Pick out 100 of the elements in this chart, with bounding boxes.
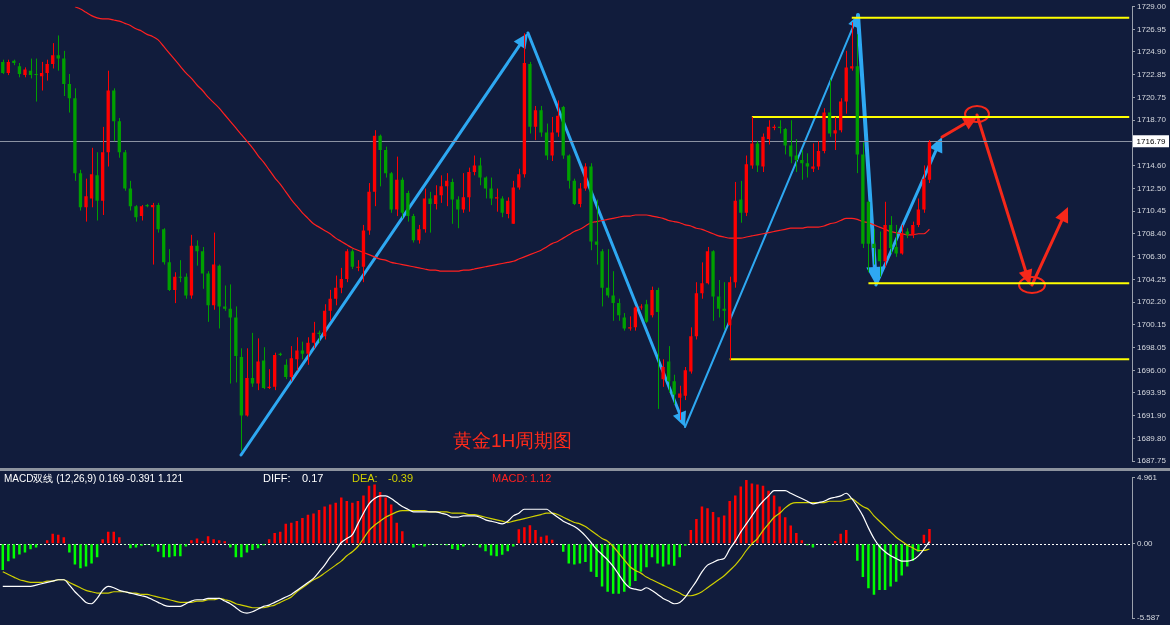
candlestick bbox=[433, 184, 438, 210]
candlestick bbox=[578, 182, 582, 208]
candlestick bbox=[877, 231, 882, 278]
bar bbox=[606, 544, 609, 592]
bar bbox=[478, 544, 482, 548]
bar bbox=[251, 544, 254, 550]
y-tick-label: 1704.25 bbox=[1137, 274, 1167, 284]
candlestick bbox=[383, 146, 388, 179]
bar bbox=[523, 527, 526, 544]
candlestick bbox=[916, 197, 921, 228]
bar bbox=[412, 544, 415, 548]
bar bbox=[573, 544, 576, 565]
candlestick bbox=[350, 248, 355, 270]
candlestick bbox=[888, 215, 893, 255]
candlestick bbox=[617, 298, 621, 322]
bar bbox=[51, 533, 54, 544]
candlestick bbox=[428, 191, 432, 234]
bar bbox=[756, 484, 759, 544]
bar bbox=[867, 544, 870, 589]
candlestick bbox=[700, 261, 704, 300]
bar bbox=[889, 544, 892, 587]
bar bbox=[534, 529, 537, 544]
candlestick bbox=[339, 267, 343, 294]
candlestick bbox=[378, 134, 382, 187]
bar bbox=[506, 544, 509, 552]
candlestick bbox=[289, 345, 293, 382]
y-tick-label: 1726.95 bbox=[1137, 24, 1167, 34]
line-series bbox=[74, 6, 931, 272]
candlestick bbox=[267, 368, 271, 390]
y-tick-label: 1693.95 bbox=[1137, 388, 1167, 398]
candlestick bbox=[755, 140, 760, 173]
y-tick-label: 1724.90 bbox=[1137, 47, 1167, 57]
candlestick bbox=[644, 299, 649, 324]
candlestick bbox=[250, 332, 255, 388]
candlestick bbox=[655, 287, 660, 410]
bar bbox=[34, 544, 38, 548]
bar bbox=[856, 544, 859, 561]
bar bbox=[134, 544, 138, 548]
candlestick bbox=[766, 119, 771, 145]
annotation: -0.39 bbox=[388, 472, 414, 484]
bar bbox=[340, 497, 343, 544]
ref-line-label: 1716.79 bbox=[1136, 136, 1167, 146]
bar bbox=[728, 500, 731, 544]
bar bbox=[767, 490, 770, 544]
candlestick bbox=[295, 336, 299, 371]
candlestick bbox=[439, 174, 443, 204]
bar bbox=[745, 479, 748, 544]
candlestick bbox=[872, 228, 876, 266]
y-tick-label: 1720.75 bbox=[1137, 92, 1167, 102]
y-tick-label: 1691.90 bbox=[1137, 410, 1167, 420]
text: DEA: bbox=[352, 472, 378, 484]
bar bbox=[223, 541, 226, 544]
candlestick bbox=[544, 123, 549, 161]
candlestick bbox=[184, 272, 188, 300]
bar bbox=[423, 544, 426, 547]
y-tick-label: 1702.20 bbox=[1137, 297, 1167, 307]
bar bbox=[18, 544, 21, 555]
candlestick bbox=[284, 358, 288, 380]
bar bbox=[545, 535, 548, 544]
candlestick bbox=[594, 199, 599, 266]
candlestick bbox=[200, 246, 205, 290]
bar bbox=[7, 544, 10, 562]
bar bbox=[118, 537, 121, 544]
bar bbox=[900, 544, 903, 576]
candlestick bbox=[805, 152, 810, 179]
y-tick-label: 1712.50 bbox=[1137, 183, 1167, 193]
candlestick bbox=[256, 337, 260, 391]
bar bbox=[778, 506, 781, 544]
bar bbox=[512, 544, 515, 547]
bar bbox=[789, 525, 792, 544]
bar bbox=[495, 544, 498, 557]
candlestick bbox=[722, 281, 726, 331]
bar bbox=[212, 539, 215, 544]
bar bbox=[623, 544, 626, 592]
candlestick bbox=[56, 34, 60, 72]
bar bbox=[667, 544, 670, 565]
bar bbox=[101, 539, 104, 544]
bar bbox=[79, 544, 82, 569]
bar bbox=[839, 533, 842, 544]
bar bbox=[190, 540, 193, 544]
candlestick bbox=[317, 330, 321, 344]
bar bbox=[878, 544, 881, 591]
bar bbox=[301, 518, 304, 544]
bar bbox=[90, 544, 93, 564]
bar bbox=[179, 544, 182, 557]
bar bbox=[151, 544, 154, 547]
y-tick-label: 1718.70 bbox=[1137, 115, 1167, 125]
candlestick bbox=[572, 178, 576, 206]
candlestick bbox=[539, 105, 543, 138]
bar bbox=[351, 502, 354, 544]
bar bbox=[484, 544, 487, 552]
candlestick bbox=[583, 162, 588, 192]
bar bbox=[273, 532, 276, 544]
candlestick bbox=[611, 270, 615, 322]
candlestick bbox=[489, 177, 493, 206]
candlestick bbox=[406, 190, 410, 223]
bar bbox=[584, 544, 587, 563]
bar bbox=[462, 544, 465, 547]
y-tick-label: 1689.80 bbox=[1137, 433, 1167, 443]
candlestick bbox=[356, 259, 360, 272]
